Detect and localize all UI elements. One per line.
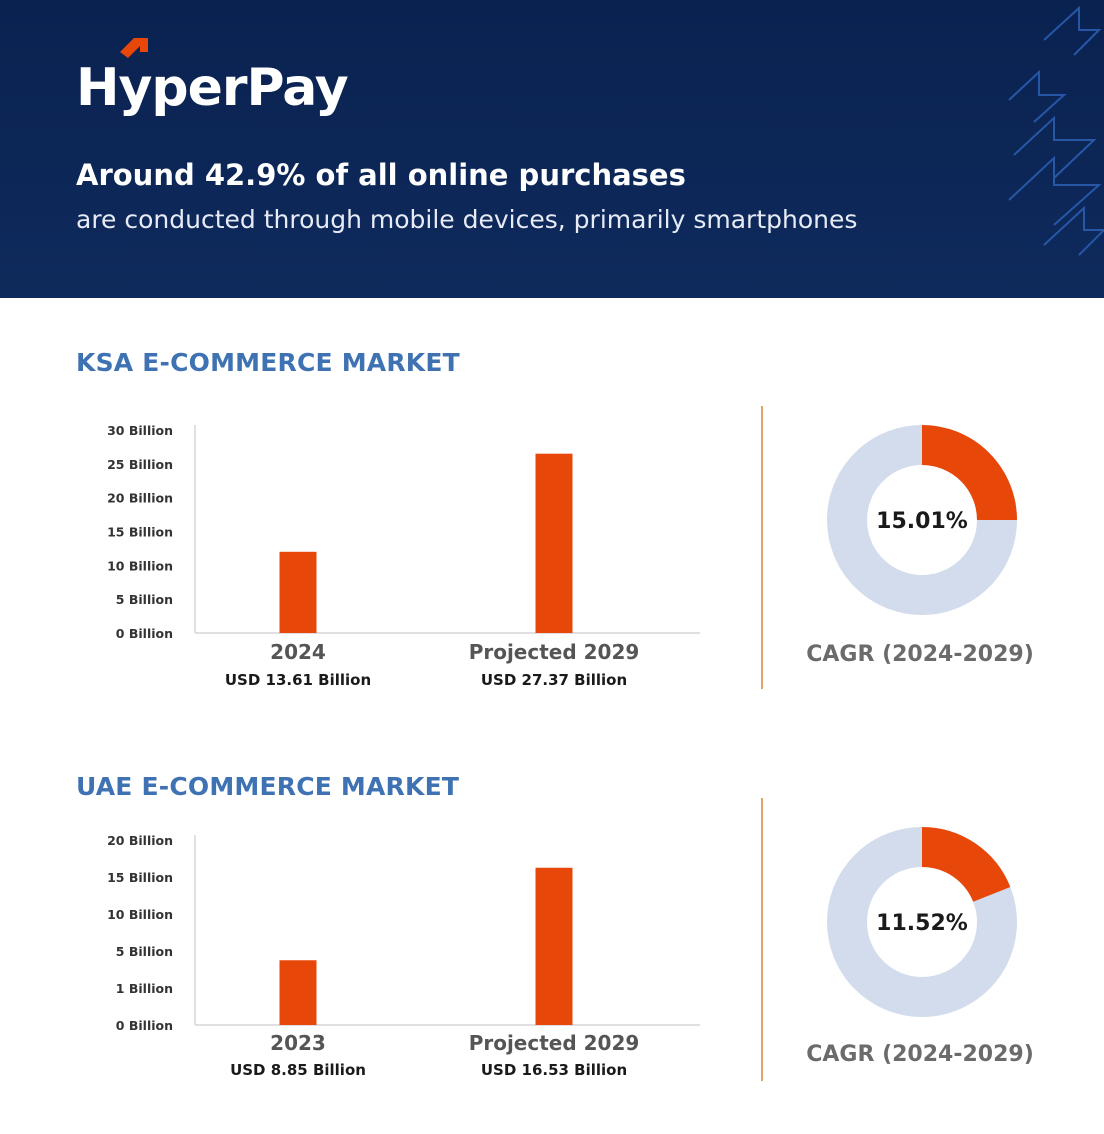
hyperpay-logo: HyperPay [76,38,349,128]
x-value-sublabel: USD 16.53 Billion [481,1061,627,1079]
bar-2023 [279,960,317,1025]
cagr-value: 15.01% [876,509,968,534]
section-divider [761,798,763,1081]
headline: Around 42.9% of all online purchases [76,158,686,192]
logo-flag-icon [120,38,148,58]
section-divider [761,406,763,689]
ksa-bar-chart: 0 Billion 5 Billion 10 Billion 15 Billion 20… [107,423,700,689]
bar-projected-2029 [535,453,573,633]
x-category-label: 2023 [270,1031,326,1055]
donut-segment [921,425,1017,521]
y-tick-label: 5 Billion [116,944,173,959]
x-value-sublabel: USD 8.85 Billion [230,1061,366,1079]
y-tick-label: 10 Billion [107,558,173,573]
y-tick-label: 1 Billion [116,981,173,996]
uae-cagr-label: CAGR (2024-2029) [806,1042,1034,1067]
y-tick-label: 25 Billion [107,457,173,472]
donut-segment [921,827,1011,903]
x-category-label: Projected 2029 [469,1031,640,1055]
y-tick-label: 0 Billion [116,626,173,641]
y-tick-label: 20 Billion [107,833,173,848]
y-tick-label: 15 Billion [107,525,173,540]
y-tick-label: 0 Billion [116,1018,173,1033]
arrow-pattern-decoration [1008,5,1104,256]
header-banner: HyperPay Around 42.9% of all online purc… [0,0,1104,298]
section-title-uae: UAE E-COMMERCE MARKET [76,772,460,801]
cagr-value: 11.52% [876,911,968,936]
ksa-cagr-donut: 15.01% [827,425,1017,615]
x-value-sublabel: USD 13.61 Billion [225,671,371,689]
y-tick-label: 10 Billion [107,907,173,922]
y-tick-label: 15 Billion [107,870,173,885]
section-title-ksa: KSA E-COMMERCE MARKET [76,348,460,377]
x-category-label: 2024 [270,640,326,664]
y-tick-label: 30 Billion [107,423,173,438]
uae-cagr-donut: 11.52% [827,827,1017,1017]
ksa-cagr-label: CAGR (2024-2029) [806,642,1034,667]
subheadline: are conducted through mobile devices, pr… [76,205,858,234]
y-tick-label: 5 Billion [116,592,173,607]
x-value-sublabel: USD 27.37 Billion [481,671,627,689]
x-category-label: Projected 2029 [469,640,640,664]
bar-projected-2029 [535,867,573,1025]
logo-wordmark: HyperPay [76,58,349,118]
bar-2024 [279,551,317,633]
uae-bar-chart: 0 Billion 1 Billion 5 Billion 10 Billion 15 … [107,833,700,1079]
y-tick-label: 20 Billion [107,491,173,506]
